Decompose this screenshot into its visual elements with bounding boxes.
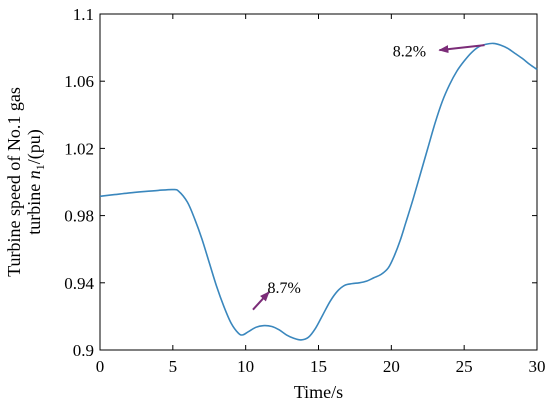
x-tick-label: 5 [169, 357, 178, 376]
y-axis-title: Turbine speed of No.1 gas turbine n1/(pu… [4, 87, 47, 277]
x-tick-label: 20 [383, 357, 400, 376]
x-tick-label: 15 [310, 357, 327, 376]
series-layer [99, 42, 538, 341]
annotation-label: 8.2% [393, 43, 426, 60]
plot-border [99, 13, 538, 351]
y-tick-label: 0.9 [73, 341, 94, 360]
x-axis-title: Time/s [294, 382, 343, 402]
y-axis-title-line2: turbine n1/(pu) [24, 129, 47, 235]
x-tick-label: 25 [456, 357, 473, 376]
y-axis-title-prefix: turbine [24, 179, 44, 235]
x-tick-label: 10 [237, 357, 254, 376]
annotations: 8.7% 8.2% [252, 43, 485, 311]
y-axis-title-subscript: 1 [33, 164, 47, 170]
y-tick-label: 1.06 [64, 72, 94, 91]
annotation-arrow [252, 291, 270, 311]
y-axis: 0.9 0.94 0.98 1.02 1.06 1.1 [64, 5, 537, 360]
annotation-label: 8.7% [268, 280, 301, 297]
series-line [99, 42, 538, 341]
plot-frame [99, 13, 538, 351]
y-tick-label: 0.94 [64, 274, 94, 293]
x-tick-label: 30 [529, 357, 546, 376]
y-axis-title-symbol: n [24, 170, 44, 179]
x-tick-label: 0 [96, 357, 105, 376]
y-axis-title-line1: Turbine speed of No.1 gas [4, 87, 24, 277]
y-tick-label: 1.1 [73, 5, 94, 24]
annotation-arrow [438, 44, 485, 54]
y-tick-label: 0.98 [64, 207, 94, 226]
y-axis-title-suffix: /(pu) [24, 129, 45, 164]
y-tick-label: 1.02 [64, 139, 94, 158]
x-axis: 0 5 10 15 20 25 30 [96, 14, 546, 376]
